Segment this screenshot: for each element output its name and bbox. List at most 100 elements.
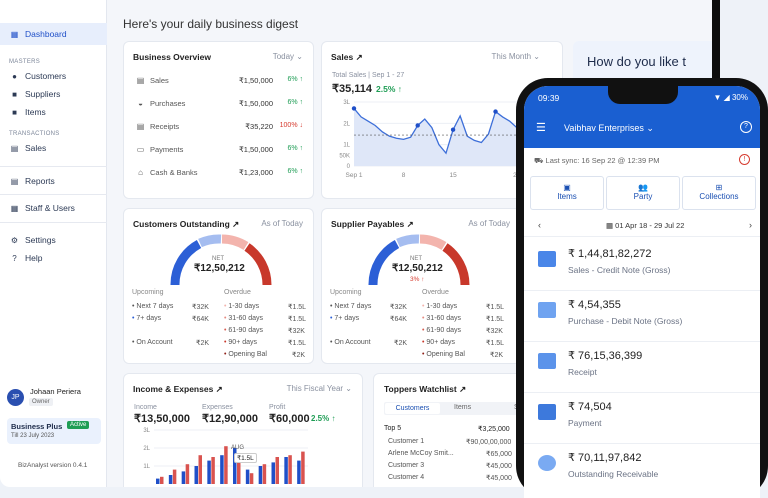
expenses-label: Expenses [202,404,233,411]
plan-expiry: Till 23 July 2023 [11,433,55,439]
list-item: • 61-90 days [422,327,462,334]
avatar[interactable]: JP [7,389,24,406]
next-date-button[interactable]: › [749,220,752,230]
sync-status: ⛟ Last sync: 16 Sep 22 @ 12:39 PM [534,156,660,165]
items-icon: ▣ [563,183,571,192]
list-item: • On Account [132,339,173,346]
list-item[interactable]: Customer 4 [388,474,425,481]
bar [211,457,215,484]
sidebar-item-dashboard[interactable]: ▦ Dashboard [0,23,107,45]
list-item: • On Account [330,339,371,346]
prev-date-button[interactable]: ‹ [538,220,541,230]
period-dropdown[interactable]: This Month ⌄ [491,52,540,61]
y-tick-label: 3L [143,428,150,434]
list-item: • 7+ days [330,315,360,322]
list-item: • Next 7 days [132,303,174,310]
list-item: • 31-60 days [422,315,462,322]
summary-row[interactable]: ₹ 74,504 Payment [524,392,760,444]
list-item: • Opening Bal [224,351,267,358]
grid-icon: ▦ [10,29,19,39]
overview-row[interactable]: ▤ Sales ₹1,50,000 6% ↑ [136,76,303,85]
divider [0,166,107,167]
summary-row[interactable]: ₹ 1,44,81,82,272 Sales - Credit Note (Gro… [524,239,760,291]
overview-row[interactable]: ◒ Purchases ₹1,50,000 6% ↑ [136,99,303,111]
bank-icon: ⌂ [138,168,143,177]
overview-row[interactable]: ▤ Receipts ₹35,220 100% ↓ [136,122,303,131]
customers-outstanding-card: Customers Outstanding ↗ As of Today NET … [123,208,314,364]
gear-icon: ⚙ [10,235,19,245]
summary-row[interactable]: ₹ 70,11,97,842 Outstanding Receivable [524,443,760,495]
tab-customers[interactable]: Customers [385,403,440,414]
card-title[interactable]: Sales ↗ [331,52,363,62]
company-switcher[interactable]: Vaibhav Enterprises ⌄ [564,123,654,133]
list-value: ₹32K [390,304,407,311]
app-version: BizAnalyst version 0.4.1 [18,462,88,469]
list-value: ₹45,000 [486,463,512,470]
help-icon: ? [12,253,17,263]
business-overview-card: Business Overview Today ⌄ ▤ Sales ₹1,50,00… [123,41,314,199]
sidebar-item-customers[interactable]: ● Customers [10,69,66,83]
sales-icon: ▤ [136,76,145,85]
sidebar-item-items[interactable]: ■ Items [10,105,46,119]
summary-row[interactable]: ₹ 4,54,355 Purchase - Debit Note (Gross) [524,290,760,342]
data-point [450,127,456,132]
tile-party[interactable]: 👥 Party [606,176,680,210]
period-dropdown[interactable]: Today ⌄ [272,52,303,61]
watchlist-tabs: Customers Items Su [384,402,532,415]
receipt-icon: ▤ [136,122,145,131]
upcoming-title: Upcoming [132,289,164,296]
list-value: ₹1.5L [486,340,505,347]
list-item: • 31-60 days [224,315,264,322]
section-label-masters: MASTERS [9,59,41,65]
date-range[interactable]: ▦ 01 Apr 18 - 29 Jul 22 [606,221,685,230]
card-title[interactable]: Income & Expenses ↗ [133,384,223,394]
list-item: • Opening Bal [422,351,465,358]
alert-icon[interactable]: ! [739,154,750,165]
list-item: • 90+ days [224,339,258,346]
data-point [351,106,357,111]
bar [207,460,211,484]
period-dropdown[interactable]: This Fiscal Year ⌄ [286,384,352,393]
summary-row[interactable]: ₹ 76,15,36,399 Receipt [524,341,760,393]
list-value: ₹64K [192,316,209,323]
card-title[interactable]: Customers Outstanding ↗ [133,219,240,229]
phone-mockup: 09:39 ▼ ◢ 30% ☰ Vaibhav Enterprises ⌄ ? … [516,78,768,498]
sidebar-item-settings[interactable]: ⚙ Settings [10,235,56,245]
list-item[interactable]: Customer 1 [388,438,425,445]
list-value: ₹65,000 [486,451,512,458]
tooltip-month: AUG [231,445,245,451]
list-value: ₹45,000 [486,475,512,482]
bar [194,466,198,484]
tile-items[interactable]: ▣ Items [530,176,604,210]
card-title[interactable]: Toppers Watchlist ↗ [384,384,467,394]
sidebar-item-help[interactable]: ? Help [10,251,42,265]
gauge-caption: NET [212,256,224,262]
divider [0,194,107,195]
bar [172,469,177,484]
basket-icon: ◒ [138,99,143,108]
tab-items[interactable]: Items [454,404,472,411]
y-tick-label: 50K [339,153,350,159]
bar [249,473,254,484]
overview-row[interactable]: ⌂ Cash & Banks ₹1,23,000 6% ↑ [136,168,303,180]
list-item[interactable]: Arlene McCoy Smit... [388,450,454,457]
overview-row[interactable]: ▭ Payments ₹1,50,000 6% ↑ [136,145,303,154]
sidebar-item-reports[interactable]: ▤ Reports [10,176,55,186]
bar [288,455,292,484]
section-label-transactions: TRANSACTIONS [9,131,60,137]
tile-collections[interactable]: ⊞ Collections [682,176,756,210]
income-bar-chart: 3L 2L 1L [143,428,308,484]
help-icon[interactable]: ? [740,121,752,133]
plan-card[interactable]: Business Plus Active Till 23 July 2023 [7,418,101,444]
list-item[interactable]: Customer 3 [388,462,425,469]
person-icon: ● [12,71,17,81]
sidebar-item-staff-users[interactable]: ▦ Staff & Users [10,203,75,213]
sidebar-item-sales[interactable]: ▤ Sales [10,143,47,153]
menu-icon[interactable]: ☰ [536,122,546,134]
y-tick-label: 2L [343,121,350,127]
area-fill [354,108,538,166]
sidebar-item-suppliers[interactable]: ■ Suppliers [10,87,60,101]
card-title[interactable]: Supplier Payables ↗ [331,219,414,229]
users-icon: ▦ [10,203,19,213]
